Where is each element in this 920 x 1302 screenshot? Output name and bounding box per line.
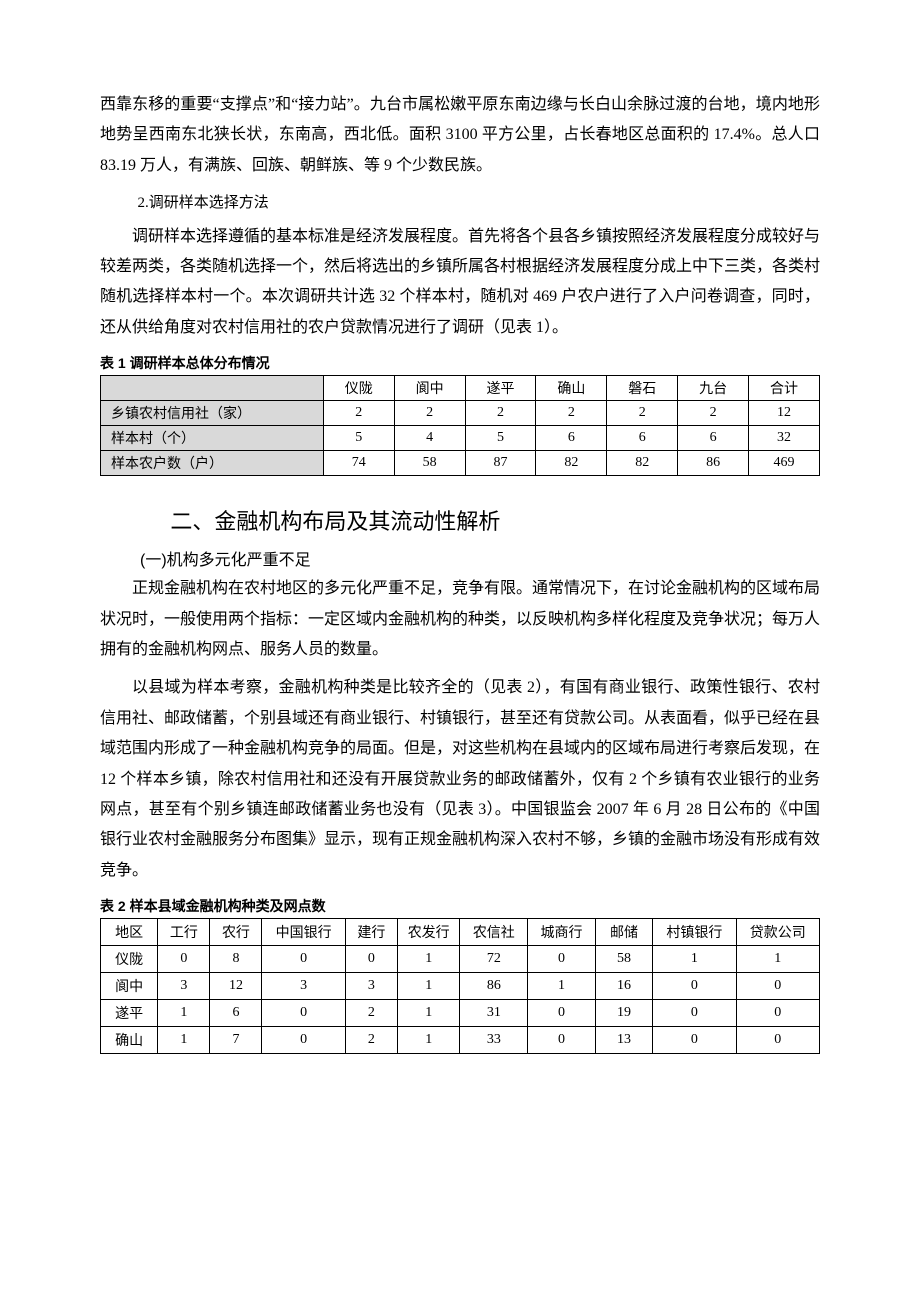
table1-cell: 469 xyxy=(749,451,820,476)
table2-cell: 0 xyxy=(158,946,210,973)
table1-row-header: 样本农户数（户） xyxy=(101,451,324,476)
table1-col-header: 确山 xyxy=(536,376,607,401)
table1-cell: 5 xyxy=(465,426,536,451)
table2: 地区工行农行中国银行建行农发行农信社城商行邮储村镇银行贷款公司 仪陇080017… xyxy=(100,918,820,1054)
table2-cell: 0 xyxy=(528,1000,596,1027)
table1-cell: 32 xyxy=(749,426,820,451)
table2-cell: 1 xyxy=(397,973,460,1000)
table2-col-header: 村镇银行 xyxy=(653,919,736,946)
table2-cell: 确山 xyxy=(101,1027,158,1054)
document-page: 西靠东移的重要“支撑点”和“接力站”。九台市属松嫩平原东南边缘与长白山余脉过渡的… xyxy=(0,0,920,1094)
table1-cell: 2 xyxy=(465,401,536,426)
table2-col-header: 农行 xyxy=(210,919,262,946)
table2-cell: 2 xyxy=(345,1000,397,1027)
table2-cell: 19 xyxy=(595,1000,652,1027)
table1-cell: 5 xyxy=(323,426,394,451)
table1-cell: 2 xyxy=(678,401,749,426)
table2-cell: 1 xyxy=(528,973,596,1000)
table2-cell: 1 xyxy=(736,946,819,973)
table2-caption: 表 2 样本县域金融机构种类及网点数 xyxy=(100,896,820,916)
table1-cell: 87 xyxy=(465,451,536,476)
table2-cell: 0 xyxy=(653,1027,736,1054)
table1-cell: 86 xyxy=(678,451,749,476)
subhead-method: 2.调研样本选择方法 xyxy=(100,189,820,218)
table2-cell: 58 xyxy=(595,946,652,973)
paragraph-3: 正规金融机构在农村地区的多元化严重不足，竞争有限。通常情况下，在讨论金融机构的区… xyxy=(100,574,820,665)
table2-cell: 0 xyxy=(528,1027,596,1054)
table1-cell: 4 xyxy=(394,426,465,451)
table1-col-header: 合计 xyxy=(749,376,820,401)
table1-blank xyxy=(101,376,324,401)
table1-col-header: 仪陇 xyxy=(323,376,394,401)
table1-cell: 2 xyxy=(323,401,394,426)
table2-cell: 1 xyxy=(653,946,736,973)
table2-cell: 2 xyxy=(345,1027,397,1054)
table2-col-header: 地区 xyxy=(101,919,158,946)
table1: 仪陇阆中遂平确山磐石九台合计 乡镇农村信用社（家）22222212样本村（个）5… xyxy=(100,375,820,476)
paragraph-1: 西靠东移的重要“支撑点”和“接力站”。九台市属松嫩平原东南边缘与长白山余脉过渡的… xyxy=(100,90,820,181)
table2-cell: 3 xyxy=(345,973,397,1000)
paragraph-2: 调研样本选择遵循的基本标准是经济发展程度。首先将各个县各乡镇按照经济发展程度分成… xyxy=(100,222,820,344)
table2-cell: 12 xyxy=(210,973,262,1000)
table2-cell: 0 xyxy=(345,946,397,973)
table2-cell: 0 xyxy=(262,1000,345,1027)
table2-cell: 1 xyxy=(397,1027,460,1054)
table2-cell: 6 xyxy=(210,1000,262,1027)
table2-col-header: 农信社 xyxy=(460,919,528,946)
table1-cell: 2 xyxy=(394,401,465,426)
table2-cell: 0 xyxy=(736,973,819,1000)
table2-cell: 0 xyxy=(262,1027,345,1054)
table1-cell: 58 xyxy=(394,451,465,476)
table1-cell: 82 xyxy=(536,451,607,476)
table2-cell: 31 xyxy=(460,1000,528,1027)
table2-col-header: 工行 xyxy=(158,919,210,946)
table2-cell: 0 xyxy=(653,1000,736,1027)
table2-cell: 1 xyxy=(158,1027,210,1054)
table2-cell: 遂平 xyxy=(101,1000,158,1027)
table2-cell: 仪陇 xyxy=(101,946,158,973)
table1-col-header: 阆中 xyxy=(394,376,465,401)
table1-cell: 6 xyxy=(678,426,749,451)
table2-cell: 3 xyxy=(158,973,210,1000)
paragraph-4: 以县域为样本考察，金融机构种类是比较齐全的（见表 2），有国有商业银行、政策性银… xyxy=(100,673,820,886)
table2-cell: 1 xyxy=(158,1000,210,1027)
table2-cell: 8 xyxy=(210,946,262,973)
table2-cell: 阆中 xyxy=(101,973,158,1000)
table1-cell: 6 xyxy=(536,426,607,451)
table2-col-header: 建行 xyxy=(345,919,397,946)
table2-col-header: 贷款公司 xyxy=(736,919,819,946)
table2-cell: 1 xyxy=(397,946,460,973)
table1-cell: 12 xyxy=(749,401,820,426)
table2-cell: 1 xyxy=(397,1000,460,1027)
table2-cell: 0 xyxy=(262,946,345,973)
table1-cell: 2 xyxy=(607,401,678,426)
table1-cell: 2 xyxy=(536,401,607,426)
table2-cell: 33 xyxy=(460,1027,528,1054)
table2-col-header: 中国银行 xyxy=(262,919,345,946)
table2-cell: 13 xyxy=(595,1027,652,1054)
table1-row-header: 乡镇农村信用社（家） xyxy=(101,401,324,426)
table2-cell: 0 xyxy=(653,973,736,1000)
table2-cell: 16 xyxy=(595,973,652,1000)
table2-col-header: 邮储 xyxy=(595,919,652,946)
table1-col-header: 九台 xyxy=(678,376,749,401)
table1-cell: 74 xyxy=(323,451,394,476)
table2-cell: 0 xyxy=(736,1027,819,1054)
table2-cell: 0 xyxy=(736,1000,819,1027)
table1-caption: 表 1 调研样本总体分布情况 xyxy=(100,353,820,373)
table1-col-header: 磐石 xyxy=(607,376,678,401)
table2-cell: 3 xyxy=(262,973,345,1000)
table2-cell: 0 xyxy=(528,946,596,973)
table1-row-header: 样本村（个） xyxy=(101,426,324,451)
table1-cell: 82 xyxy=(607,451,678,476)
subsection-heading: (一)机构多元化严重不足 xyxy=(100,546,820,570)
table2-cell: 86 xyxy=(460,973,528,1000)
table1-cell: 6 xyxy=(607,426,678,451)
table2-cell: 72 xyxy=(460,946,528,973)
table2-col-header: 城商行 xyxy=(528,919,596,946)
table1-col-header: 遂平 xyxy=(465,376,536,401)
table2-cell: 7 xyxy=(210,1027,262,1054)
table2-col-header: 农发行 xyxy=(397,919,460,946)
section-heading-2: 二、金融机构布局及其流动性解析 xyxy=(100,504,820,536)
